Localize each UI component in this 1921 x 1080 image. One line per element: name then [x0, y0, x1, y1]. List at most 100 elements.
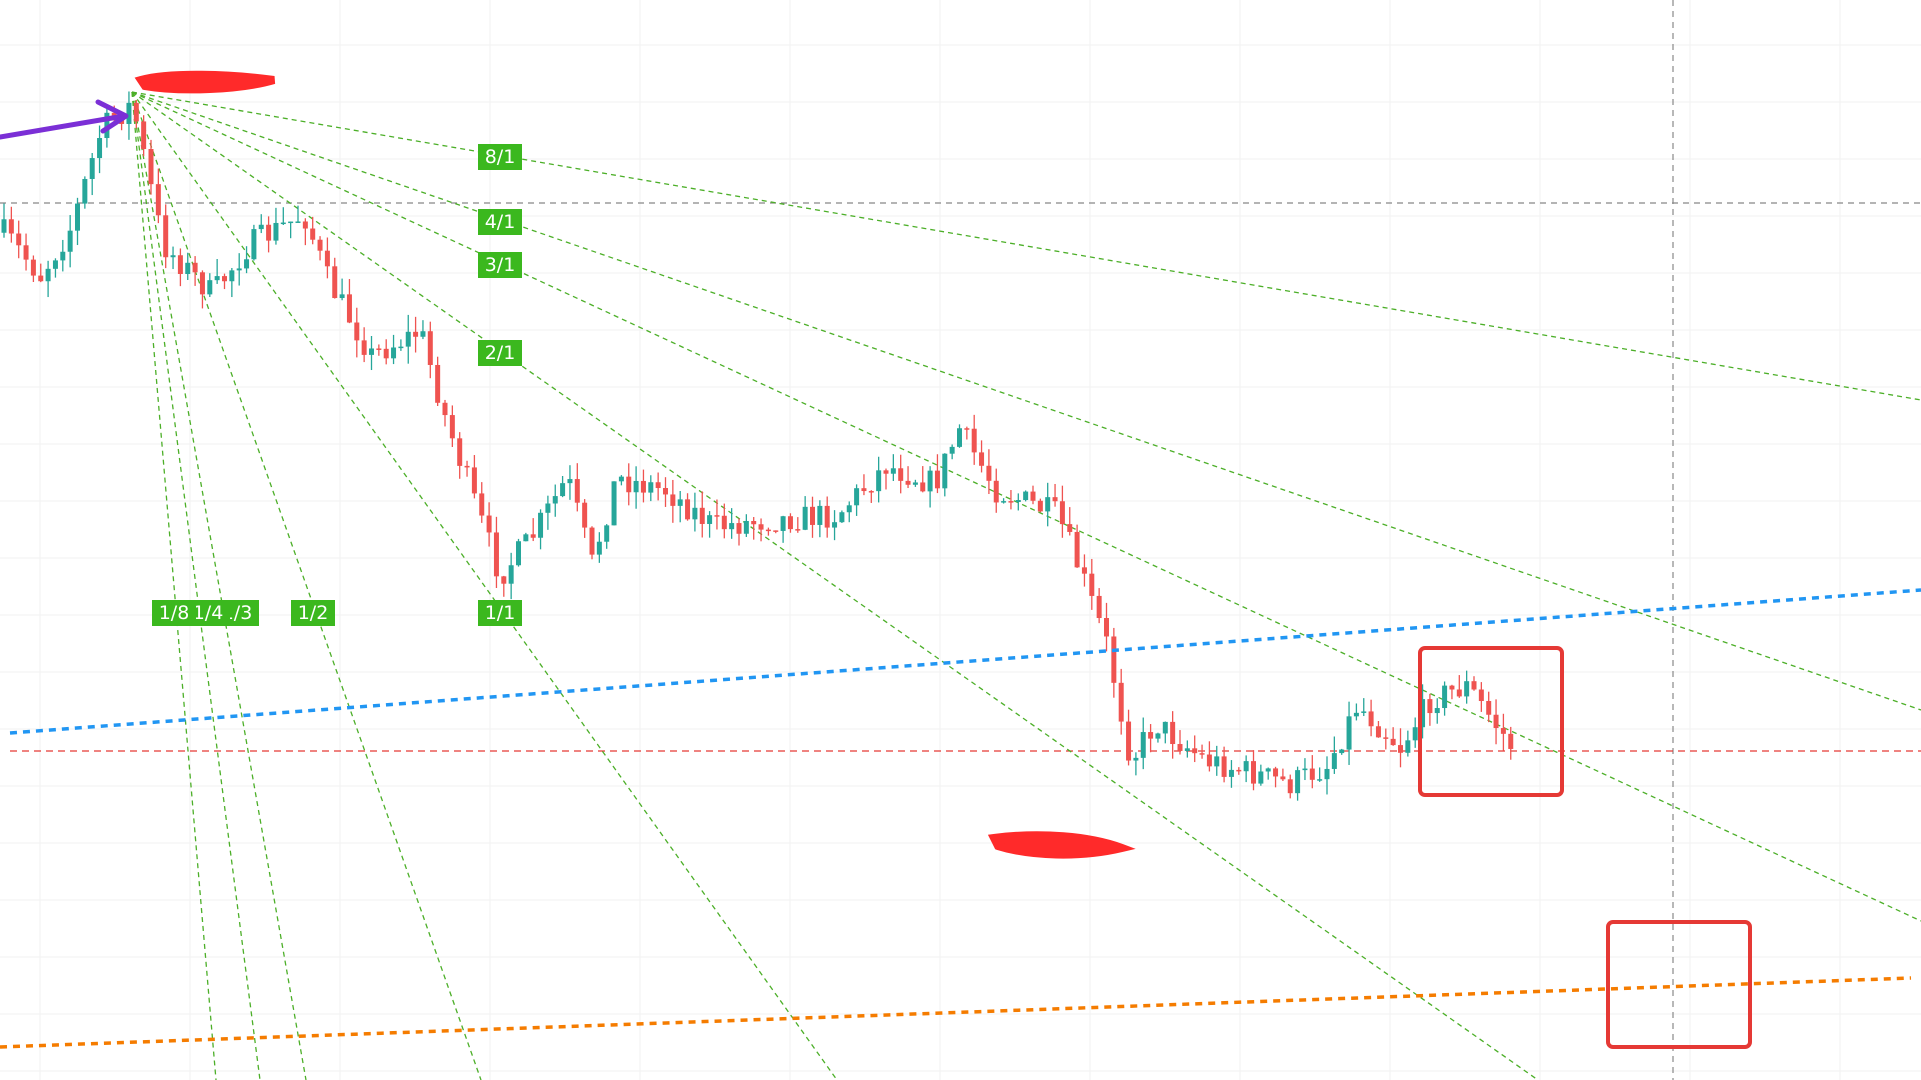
candle-body: [986, 465, 992, 481]
candle-body: [810, 506, 815, 525]
candle-body: [405, 331, 411, 347]
candle-body: [1067, 524, 1073, 532]
candle-body: [971, 428, 977, 453]
candle-body: [817, 505, 823, 525]
candle-body: [523, 534, 529, 542]
candle-body: [229, 270, 235, 282]
candle-body: [1148, 732, 1154, 739]
fan-line: [131, 91, 307, 1080]
candle-body: [464, 465, 470, 468]
candle-body: [1287, 779, 1293, 794]
candle-body: [1412, 727, 1418, 741]
candle-body: [1089, 573, 1095, 596]
fan-line: [131, 91, 482, 1080]
candle-body: [934, 470, 940, 489]
candle-body: [618, 476, 624, 482]
candle-body: [898, 468, 904, 481]
candle-body: [685, 499, 691, 520]
candle-body: [1471, 681, 1477, 690]
candle-body: [1214, 756, 1220, 767]
candle-body: [1206, 754, 1212, 767]
redaction: [987, 831, 1136, 859]
fan-label: 1/8: [159, 602, 190, 624]
candle-body: [126, 102, 132, 124]
gann-fan: [131, 91, 1921, 1080]
candle-body: [16, 233, 22, 246]
candle-body: [30, 259, 36, 276]
candle-body: [633, 480, 639, 493]
candle-body: [890, 468, 896, 474]
fan-label-bg: [478, 209, 522, 235]
fan-label-bg: [478, 600, 522, 626]
candle-body: [1251, 761, 1256, 784]
candle-body: [912, 482, 918, 485]
candle-body: [1295, 770, 1301, 794]
candle-body: [743, 520, 749, 534]
candle-body: [38, 275, 44, 282]
candle-body: [1493, 714, 1499, 729]
candle-body: [1126, 721, 1132, 761]
candle-body: [1162, 721, 1168, 734]
candle-body: [714, 515, 720, 517]
candle-body: [1390, 738, 1396, 746]
candle-body: [1368, 711, 1374, 727]
candle-body: [1449, 685, 1455, 690]
candle-body: [332, 266, 338, 299]
candle-body: [1037, 500, 1043, 512]
candle-body: [155, 184, 161, 216]
candle-body: [1236, 769, 1242, 772]
candle-body: [471, 467, 477, 494]
candle-body: [192, 262, 198, 273]
candle-body: [1420, 699, 1426, 728]
candle-body: [141, 121, 147, 150]
candle-body: [596, 541, 602, 555]
annotation-arrow: [0, 99, 129, 140]
candle-body: [780, 516, 786, 531]
candle-body: [280, 222, 286, 225]
candle-body: [324, 250, 330, 267]
candle-body: [574, 479, 580, 503]
candle-body: [1405, 740, 1411, 753]
candle-body: [626, 476, 632, 493]
candle-body: [479, 493, 485, 516]
candle-body: [222, 276, 227, 282]
candle-body: [861, 488, 867, 492]
candle-body: [60, 251, 66, 261]
candle-body: [1104, 618, 1109, 637]
candle-body: [486, 515, 492, 533]
candle-body: [1023, 491, 1029, 501]
candle-body: [1045, 497, 1051, 512]
candle-body: [8, 219, 14, 234]
candle-body: [611, 481, 617, 526]
candle-body: [1464, 681, 1470, 697]
candle-body: [560, 483, 566, 497]
candle-body: [1309, 768, 1315, 780]
candle-body: [1192, 748, 1198, 754]
candle-body: [1155, 733, 1161, 739]
candle-body: [1059, 501, 1065, 525]
candle-body: [663, 488, 668, 495]
candle-body: [1427, 699, 1433, 714]
candle-body: [1228, 769, 1234, 777]
candle-body: [1456, 689, 1462, 697]
fan-line: [131, 91, 1539, 1080]
fan-line: [131, 91, 1921, 922]
candle-body: [391, 347, 397, 359]
candle-body: [236, 268, 242, 271]
candle-body: [729, 523, 735, 530]
fan-line: [131, 91, 1921, 711]
candle-body: [670, 494, 676, 506]
candle-body: [288, 221, 294, 224]
candle-body: [1111, 636, 1117, 683]
candle-body: [905, 480, 911, 485]
candle-body: [854, 488, 860, 506]
candle-body: [1383, 737, 1389, 739]
fan-label-bg: [478, 144, 522, 170]
candle-body: [824, 505, 830, 528]
candle-body: [1486, 701, 1492, 715]
candle-body: [1015, 500, 1021, 502]
candle-body: [493, 532, 499, 577]
candle-body: [846, 505, 852, 513]
